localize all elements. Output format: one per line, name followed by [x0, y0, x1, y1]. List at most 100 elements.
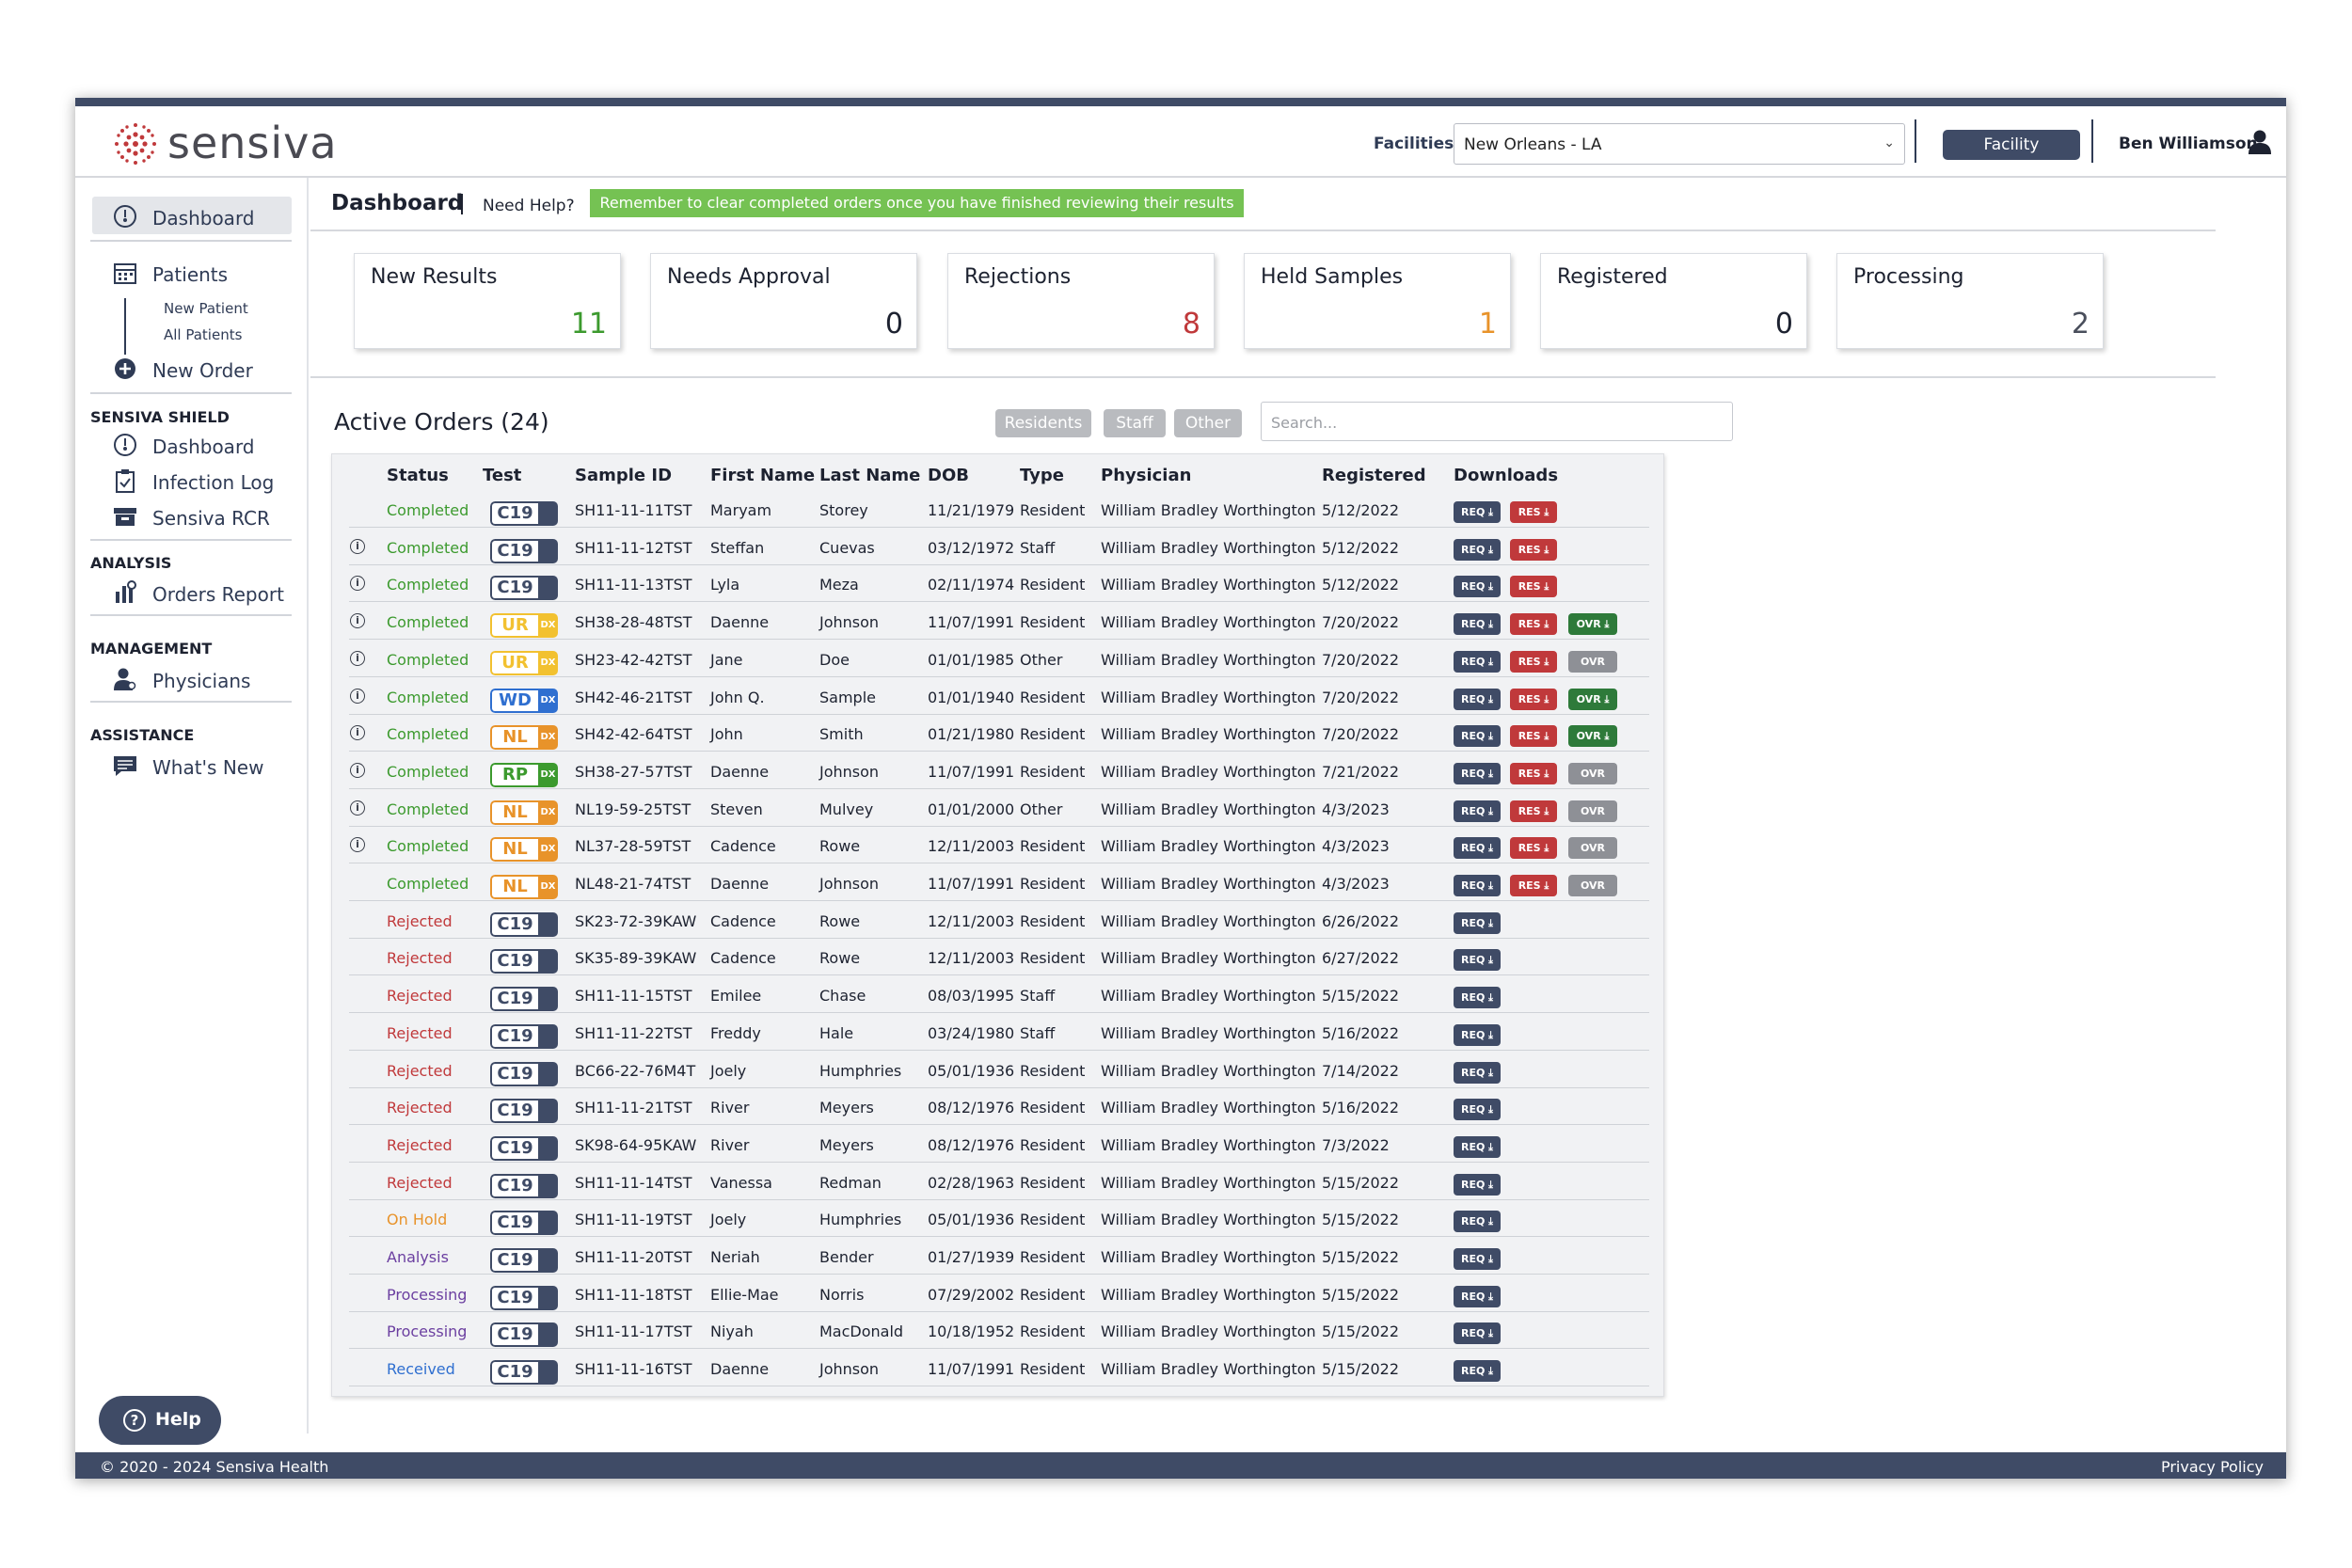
column-header[interactable]: Status [387, 466, 449, 485]
req-download-button[interactable]: REQ ⤓ [1454, 1323, 1501, 1345]
column-header[interactable]: Registered [1322, 466, 1426, 485]
req-download-button[interactable]: REQ ⤓ [1454, 1360, 1501, 1383]
sensiva-logo[interactable]: sensiva [111, 116, 393, 172]
req-download-button[interactable]: REQ ⤓ [1454, 1211, 1501, 1233]
ovr-download-button[interactable]: OVR [1568, 837, 1617, 860]
table-row[interactable]: Rejected C19 SK98-64-95KAW River Meyers 08/12… [349, 1125, 1649, 1163]
table-row[interactable]: i Completed NL DX NL37-28-59TST Cadence Rowe 12… [349, 826, 1649, 864]
column-header[interactable]: Downloads [1454, 466, 1559, 485]
table-row[interactable]: Rejected C19 SH11-11-14TST Vanessa Redman 02/… [349, 1163, 1649, 1200]
table-row[interactable]: i Completed C19 SH11-11-13TST Lyla Meza 02/11/… [349, 564, 1649, 603]
ovr-download-button[interactable]: OVR [1568, 875, 1617, 896]
req-download-button[interactable]: REQ ⤓ [1454, 725, 1501, 748]
req-download-button[interactable]: REQ ⤓ [1454, 949, 1501, 972]
res-download-button[interactable]: RES ⤓ [1510, 576, 1557, 598]
summary-card[interactable]: Registered 0 [1540, 253, 1807, 349]
sidebar-item-physicians[interactable]: Physicians [92, 659, 292, 697]
req-download-button[interactable]: REQ ⤓ [1454, 1023, 1501, 1046]
summary-card[interactable]: New Results 11 [354, 253, 621, 349]
summary-card[interactable]: Held Samples 1 [1244, 253, 1511, 349]
table-row[interactable]: Rejected C19 SH11-11-22TST Freddy Hale 03/24/… [349, 1013, 1649, 1051]
res-download-button[interactable]: RES ⤓ [1510, 688, 1557, 710]
sidebar-item-orders-report[interactable]: Orders Report [92, 573, 292, 610]
table-row[interactable]: Processing C19 SH11-11-18TST Ellie-Mae Norri… [349, 1275, 1649, 1312]
table-row[interactable]: i Completed UR DX SH23-42-42TST Jane Doe 01/01/… [349, 640, 1649, 677]
req-download-button[interactable]: REQ ⤓ [1454, 911, 1501, 934]
summary-card[interactable]: Processing 2 [1836, 253, 2104, 349]
res-download-button[interactable]: RES ⤓ [1510, 875, 1557, 896]
req-download-button[interactable]: REQ ⤓ [1454, 837, 1501, 860]
req-download-button[interactable]: REQ ⤓ [1454, 762, 1501, 784]
sidebar-item-shield-dashboard[interactable]: Dashboard [92, 425, 292, 463]
need-help-link[interactable]: Need Help? [483, 197, 575, 215]
res-download-button[interactable]: RES ⤓ [1510, 650, 1557, 673]
info-icon[interactable]: i [350, 613, 365, 629]
privacy-policy-link[interactable]: Privacy Policy [2160, 1458, 2264, 1476]
ovr-download-button[interactable]: OVR ⤓ [1568, 725, 1617, 748]
sidebar-item-all-patients[interactable]: All Patients [164, 326, 243, 343]
req-download-button[interactable]: REQ ⤓ [1454, 501, 1501, 523]
req-download-button[interactable]: REQ ⤓ [1454, 688, 1501, 710]
table-row[interactable]: i Completed NL DX NL19-59-25TST Steven Mulvey 0… [349, 789, 1649, 827]
summary-card[interactable]: Needs Approval 0 [650, 253, 917, 349]
column-header[interactable]: Sample ID [575, 466, 673, 485]
req-download-button[interactable]: REQ ⤓ [1454, 1248, 1501, 1270]
res-download-button[interactable]: RES ⤓ [1510, 613, 1557, 636]
sidebar-item-dashboard[interactable]: Dashboard [92, 197, 292, 234]
ovr-download-button[interactable]: OVR ⤓ [1568, 613, 1617, 636]
column-header[interactable]: First Name [710, 466, 816, 485]
column-header[interactable]: Last Name [819, 466, 921, 485]
req-download-button[interactable]: REQ ⤓ [1454, 1061, 1501, 1084]
table-row[interactable]: Analysis C19 SH11-11-20TST Neriah Bender 01/2… [349, 1237, 1649, 1275]
column-header[interactable]: DOB [928, 466, 969, 485]
info-icon[interactable]: i [350, 837, 365, 853]
filter-staff-button[interactable]: Staff [1104, 409, 1166, 437]
info-icon[interactable]: i [350, 800, 365, 816]
table-row[interactable]: Rejected C19 SH11-11-15TST Emilee Chase 08/03… [349, 975, 1649, 1014]
sidebar-item-new-order[interactable]: New Order [92, 349, 292, 387]
ovr-download-button[interactable]: OVR [1568, 800, 1617, 822]
table-row[interactable]: Rejected C19 SH11-11-21TST River Meyers 08/12… [349, 1087, 1649, 1126]
table-row[interactable]: i Completed C19 SH11-11-12TST Steffan Cuevas 0… [349, 528, 1649, 565]
res-download-button[interactable]: RES ⤓ [1510, 538, 1557, 561]
table-row[interactable]: On Hold C19 SH11-11-19TST Joely Humphries 05/… [349, 1199, 1649, 1238]
req-download-button[interactable]: REQ ⤓ [1454, 987, 1501, 1009]
res-download-button[interactable]: RES ⤓ [1510, 800, 1557, 822]
req-download-button[interactable]: REQ ⤓ [1454, 1285, 1501, 1307]
res-download-button[interactable]: RES ⤓ [1510, 501, 1557, 523]
ovr-download-button[interactable]: OVR [1568, 650, 1617, 673]
req-download-button[interactable]: REQ ⤓ [1454, 650, 1501, 673]
table-row[interactable]: Rejected C19 SK23-72-39KAW Cadence Rowe 12/11… [349, 901, 1649, 939]
column-header[interactable]: Type [1020, 466, 1064, 485]
sidebar-item-new-patient[interactable]: New Patient [164, 300, 248, 317]
facility-select[interactable]: New Orleans - LA ⌄ [1454, 123, 1905, 165]
req-download-button[interactable]: REQ ⤓ [1454, 875, 1501, 896]
help-button[interactable]: ? Help [99, 1396, 221, 1445]
search-input[interactable]: Search... [1261, 402, 1733, 441]
table-row[interactable]: i Completed WD DX SH42-46-21TST John Q. Sample… [349, 677, 1649, 715]
ovr-download-button[interactable]: OVR [1568, 762, 1617, 784]
req-download-button[interactable]: REQ ⤓ [1454, 613, 1501, 636]
table-row[interactable]: Received C19 SH11-11-16TST Daenne Johnson 11/… [349, 1349, 1649, 1387]
summary-card[interactable]: Rejections 8 [947, 253, 1215, 349]
req-download-button[interactable]: REQ ⤓ [1454, 538, 1501, 561]
filter-residents-button[interactable]: Residents [995, 409, 1091, 437]
ovr-download-button[interactable]: OVR ⤓ [1568, 688, 1617, 710]
table-row[interactable]: Completed NL DX NL48-21-74TST Daenne Johnson 1… [349, 863, 1649, 901]
req-download-button[interactable]: REQ ⤓ [1454, 1173, 1501, 1196]
info-icon[interactable]: i [350, 538, 365, 554]
res-download-button[interactable]: RES ⤓ [1510, 837, 1557, 860]
req-download-button[interactable]: REQ ⤓ [1454, 1135, 1501, 1158]
res-download-button[interactable]: RES ⤓ [1510, 762, 1557, 784]
req-download-button[interactable]: REQ ⤓ [1454, 1099, 1501, 1121]
column-header[interactable]: Physician [1101, 466, 1192, 485]
user-name[interactable]: Ben Williamson [2119, 135, 2258, 153]
table-row[interactable]: i Completed NL DX SH42-42-64TST John Smith 01/2… [349, 714, 1649, 752]
table-row[interactable]: i Completed UR DX SH38-28-48TST Daenne Johnson… [349, 602, 1649, 641]
facility-button[interactable]: Facility [1943, 130, 2080, 160]
req-download-button[interactable]: REQ ⤓ [1454, 576, 1501, 598]
info-icon[interactable]: i [350, 688, 365, 704]
info-icon[interactable]: i [350, 650, 365, 666]
column-header[interactable]: Test [483, 466, 522, 485]
info-icon[interactable]: i [350, 576, 365, 592]
